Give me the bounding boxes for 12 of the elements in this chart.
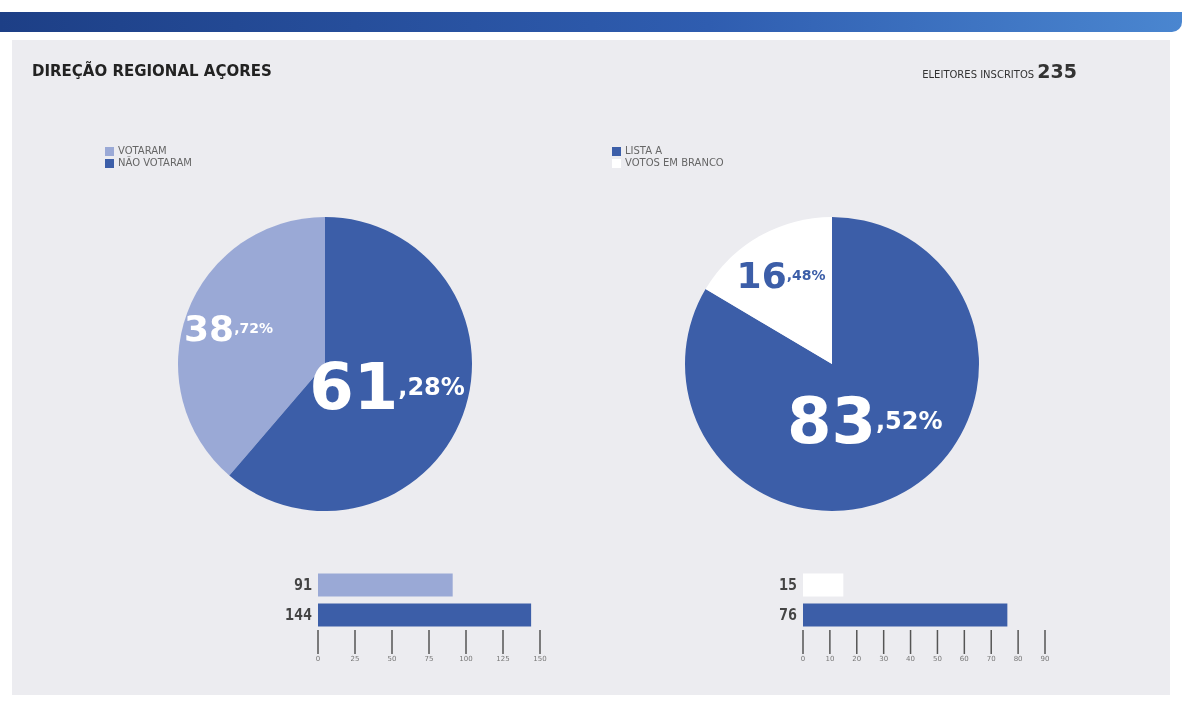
- chart-title: DIREÇÃO REGIONAL AÇORES: [32, 62, 272, 80]
- data-label: 91: [293, 576, 312, 595]
- pie-slice: [685, 217, 979, 511]
- pie-slice: [705, 217, 832, 364]
- data-label: 15: [778, 576, 797, 595]
- legend-label: VOTOS EM BRANCO: [625, 157, 724, 169]
- legend-label: VOTARAM: [118, 145, 167, 156]
- data-label: 76: [778, 606, 797, 625]
- data-label: 144: [284, 606, 312, 625]
- legend-label: NÃO VOTARAM: [118, 157, 192, 169]
- text: ELEITORES INSCRITOS 235: [922, 60, 1077, 82]
- legend-label: LISTA A: [625, 145, 663, 157]
